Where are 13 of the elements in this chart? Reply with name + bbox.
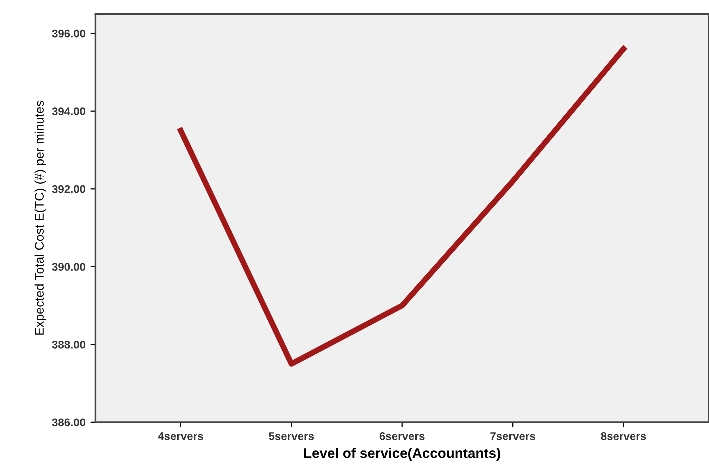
- y-tick-label: 396.00: [52, 30, 86, 38]
- x-axis-title: Level of service(Accountants): [304, 448, 500, 462]
- x-tick-label: 6servers: [380, 432, 425, 440]
- y-tick-label: 392.00: [52, 185, 86, 194]
- y-tick-label: 394.00: [52, 108, 86, 116]
- y-axis-title: Expected Total Cost E(TC) (#) per minutes: [34, 101, 46, 335]
- x-tick-label: 4servers: [158, 432, 204, 440]
- y-tick-label: 388.00: [52, 340, 86, 349]
- x-tick-label: 5servers: [269, 432, 314, 440]
- y-tick-label: 386.00: [52, 418, 86, 427]
- x-tick-label: 7servers: [490, 432, 536, 440]
- x-tick-label: 8servers: [601, 432, 646, 440]
- y-tick-label: 390.00: [52, 263, 86, 272]
